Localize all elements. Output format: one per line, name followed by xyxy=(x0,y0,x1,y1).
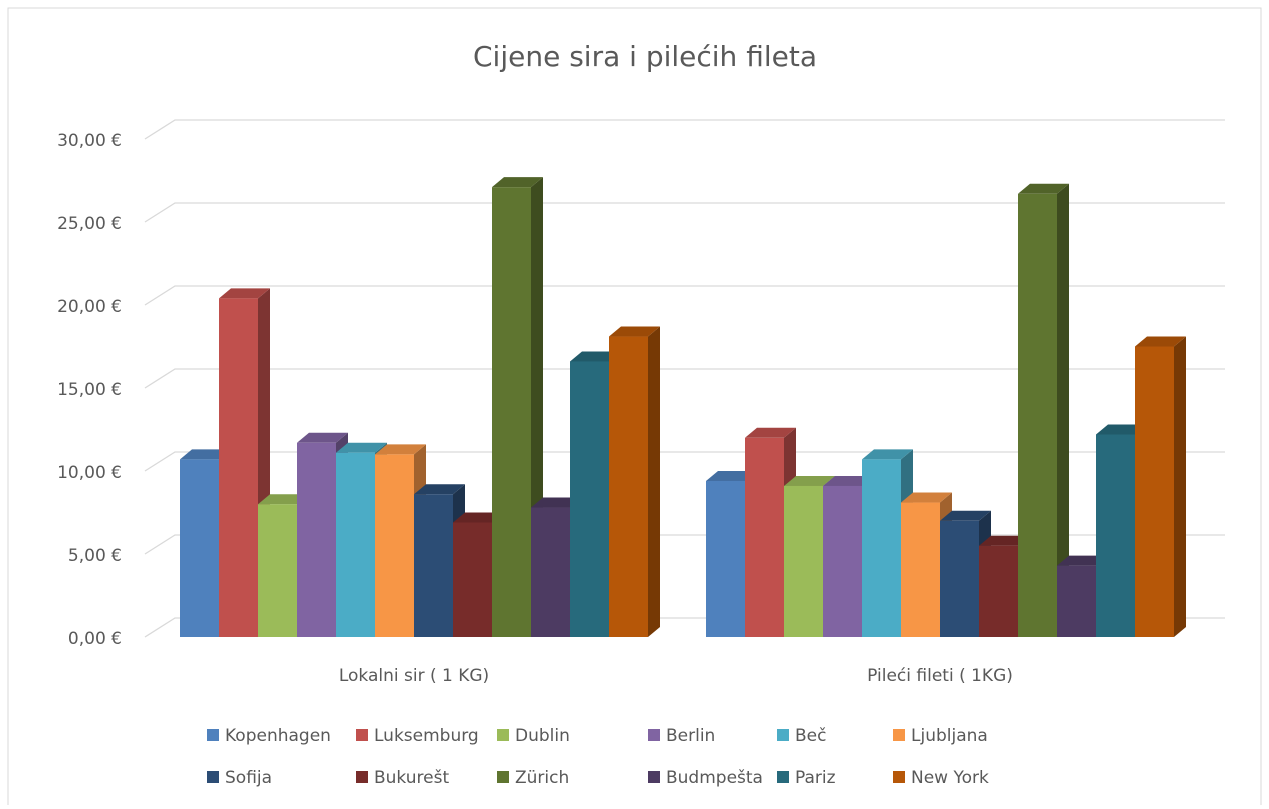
bar xyxy=(1135,346,1174,637)
bar-top xyxy=(862,449,913,460)
bar-top xyxy=(297,432,348,443)
bar-top xyxy=(219,288,270,299)
legend-label: Beč xyxy=(795,726,826,746)
bar-top xyxy=(1057,555,1108,566)
y-tick-label: 25,00 € xyxy=(57,214,122,234)
bar xyxy=(531,507,570,637)
bar-top xyxy=(940,510,991,521)
legend-label: Dublin xyxy=(515,726,570,746)
legend-label: Ljubljana xyxy=(911,726,988,746)
bar xyxy=(258,504,297,637)
bar-top xyxy=(570,351,621,362)
bar-top xyxy=(375,444,426,455)
y-tick-label: 5,00 € xyxy=(68,546,122,566)
grid-line xyxy=(144,285,1225,306)
bar-top xyxy=(784,475,835,486)
legend-swatch xyxy=(356,771,368,783)
bar-side xyxy=(1174,336,1186,637)
bar xyxy=(570,361,609,637)
legend-swatch xyxy=(777,729,789,741)
bar-top xyxy=(1018,183,1069,194)
bar xyxy=(180,459,219,637)
bar-side xyxy=(1057,183,1069,637)
legend-swatch xyxy=(893,771,905,783)
legend-label: Pariz xyxy=(795,768,836,788)
grid-line xyxy=(144,368,1225,389)
bar-top xyxy=(414,484,465,495)
bar-top xyxy=(1135,336,1186,347)
legend-swatch xyxy=(356,729,368,741)
bar-top xyxy=(745,427,796,438)
bar-top xyxy=(823,475,874,486)
y-tick-label: 10,00 € xyxy=(57,463,122,483)
bar xyxy=(414,494,453,637)
x-tick-label: Pileći fileti ( 1KG) xyxy=(867,666,1013,686)
legend-label: Budmpešta xyxy=(666,768,763,788)
bar-top xyxy=(979,535,1030,546)
bar xyxy=(492,187,531,637)
bar xyxy=(745,437,784,637)
legend-label: Luksemburg xyxy=(374,726,479,746)
bar xyxy=(1057,565,1096,637)
legend-swatch xyxy=(207,729,219,741)
chart-title: Cijene sira i pilećih fileta xyxy=(473,40,817,73)
legend-label: Kopenhagen xyxy=(225,726,331,746)
legend-label: Berlin xyxy=(666,726,715,746)
y-tick-label: 0,00 € xyxy=(68,629,122,649)
bar-top xyxy=(531,497,582,508)
bar-top xyxy=(901,492,952,503)
y-tick-label: 30,00 € xyxy=(57,131,122,151)
legend-swatch xyxy=(497,771,509,783)
legend-swatch xyxy=(893,729,905,741)
bar-top xyxy=(706,470,757,481)
bar-top xyxy=(336,442,387,453)
bar xyxy=(1018,193,1057,637)
bar-side xyxy=(648,326,660,637)
legend-swatch xyxy=(648,771,660,783)
x-tick-label: Lokalni sir ( 1 KG) xyxy=(339,666,489,686)
bar xyxy=(862,459,901,637)
legend-label: New York xyxy=(911,768,989,788)
bar xyxy=(979,545,1018,637)
bar xyxy=(784,485,823,637)
bar-top xyxy=(492,177,543,188)
legend-label: Sofija xyxy=(225,768,272,788)
y-tick-label: 15,00 € xyxy=(57,380,122,400)
legend-label: Zürich xyxy=(515,768,569,788)
grid-line xyxy=(144,202,1225,223)
legend-swatch xyxy=(207,771,219,783)
legend-swatch xyxy=(777,771,789,783)
bar xyxy=(706,480,745,637)
bar-top xyxy=(453,512,504,523)
legend-label: Bukurešt xyxy=(374,768,449,788)
legend-swatch xyxy=(648,729,660,741)
bar xyxy=(1096,434,1135,637)
bar xyxy=(901,502,940,637)
bar xyxy=(297,442,336,637)
bar xyxy=(940,520,979,637)
bar xyxy=(336,452,375,637)
bar xyxy=(219,298,258,637)
grid-line xyxy=(144,119,1225,140)
bar-top xyxy=(258,494,309,505)
y-tick-label: 20,00 € xyxy=(57,297,122,317)
bar-top xyxy=(609,326,660,337)
bar xyxy=(823,485,862,637)
bar xyxy=(453,522,492,637)
bar-top xyxy=(180,449,231,460)
bar-top xyxy=(1096,424,1147,435)
bar xyxy=(609,336,648,637)
bar xyxy=(375,454,414,637)
legend-swatch xyxy=(497,729,509,741)
